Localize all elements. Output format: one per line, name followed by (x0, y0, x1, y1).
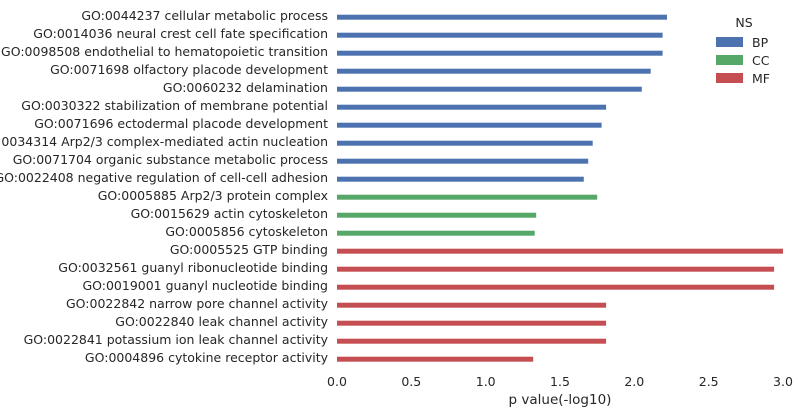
category-label: GO:0005885 Arp2/3 protein complex (98, 188, 328, 203)
category-label: GO:0071704 organic substance metabolic p… (13, 152, 328, 167)
category-label: GO:0032561 guanyl ribonucleotide binding (58, 260, 328, 275)
category-label: GO:0044237 cellular metabolic process (81, 8, 328, 23)
bar-bp (337, 104, 607, 110)
x-tick-label: 2.0 (624, 374, 644, 389)
bar-cc (337, 230, 535, 236)
bar-bp (337, 176, 584, 182)
x-tick-label: 1.0 (476, 374, 496, 389)
bar-mf (337, 248, 783, 254)
legend-swatch-bp (716, 37, 743, 47)
bar-bp (337, 50, 663, 56)
category-label: GO:0022408 negative regulation of cell-c… (0, 170, 328, 185)
legend-title: NS (735, 15, 752, 30)
bar-bp (337, 158, 589, 164)
bars-group (337, 14, 783, 362)
bar-bp (337, 122, 602, 128)
x-axis-label: p value(-log10) (509, 392, 612, 408)
bar-bp (337, 86, 642, 92)
bar-mf (337, 338, 607, 344)
x-ticks-group: 0.0 0.5 1.0 1.5 2.0 2.5 3.0 (327, 374, 793, 389)
bar-bp (337, 32, 663, 38)
category-label: GO:0098508 endothelial to hematopoietic … (1, 44, 328, 59)
legend-swatch-cc (716, 55, 743, 65)
bar-bp (337, 14, 667, 20)
legend-label-mf: MF (752, 71, 770, 86)
category-label: GO:0071698 olfactory placode development (50, 62, 328, 77)
category-label: GO:0071696 ectodermal placode developmen… (34, 116, 328, 131)
bar-mf (337, 284, 775, 290)
bar-cc (337, 212, 537, 218)
x-tick-label: 0.0 (327, 374, 347, 389)
bar-bp (337, 68, 651, 74)
category-label: GO:0022841 potassium ion leak channel ac… (24, 332, 329, 347)
bar-mf (337, 320, 607, 326)
category-label: GO:0022840 leak channel activity (115, 314, 328, 329)
legend-label-bp: BP (752, 35, 769, 50)
category-label: GO:0014036 neural crest cell fate specif… (33, 26, 328, 41)
category-label: GO:0004896 cytokine receptor activity (85, 350, 329, 365)
category-labels-group: GO:0044237 cellular metabolic process GO:… (0, 8, 329, 365)
category-label: GO:0005525 GTP binding (170, 242, 328, 257)
bar-mf (337, 302, 607, 308)
category-label: GO:0022842 narrow pore channel activity (66, 296, 329, 311)
category-label: GO:0015629 actin cytoskeleton (131, 206, 328, 221)
legend: NS BP CC MF (716, 15, 770, 86)
bar-bp (337, 140, 593, 146)
x-tick-label: 1.5 (550, 374, 570, 389)
legend-label-cc: CC (752, 53, 770, 68)
x-tick-label: 3.0 (773, 374, 793, 389)
x-tick-label: 2.5 (699, 374, 719, 389)
category-label: GO:0019001 guanyl nucleotide binding (82, 278, 328, 293)
bar-mf (337, 266, 775, 272)
category-label: GO:0060232 delamination (163, 80, 328, 95)
category-label: GO:0005856 cytoskeleton (165, 224, 328, 239)
bar-cc (337, 194, 598, 200)
x-tick-label: 0.5 (401, 374, 421, 389)
category-label: GO:0034314 Arp2/3 complex-mediated actin… (0, 134, 328, 149)
legend-swatch-mf (716, 73, 743, 83)
category-label: GO:0030322 stabilization of membrane pot… (21, 98, 328, 113)
bar-mf (337, 356, 534, 362)
